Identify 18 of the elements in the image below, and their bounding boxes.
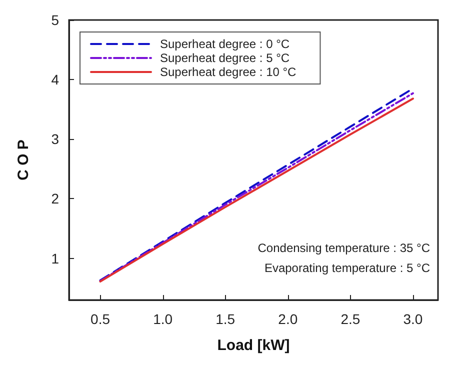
annotation: Condensing temperature : 35 °C (258, 241, 430, 255)
y-tick-label: 2 (51, 190, 60, 207)
x-tick-label: 1.5 (216, 311, 236, 327)
legend-label: Superheat degree : 0 °C (160, 37, 290, 51)
y-tick-label: 4 (51, 72, 60, 88)
x-axis-title: Load [kW] (217, 337, 290, 354)
y-tick-label: 3 (51, 131, 60, 148)
x-tick-label: 2.0 (278, 311, 298, 327)
legend-label: Superheat degree : 5 °C (160, 51, 290, 65)
legend-label: Superheat degree : 10 °C (160, 65, 297, 79)
annotation: Evaporating temperature : 5 °C (264, 261, 430, 275)
y-tick-label: 5 (51, 12, 60, 28)
x-tick-label: 3.0 (403, 311, 423, 327)
x-tick-label: 2.5 (340, 311, 360, 327)
y-axis-title: C O P (15, 140, 32, 180)
y-tick-label: 1 (51, 250, 60, 266)
x-tick-label: 0.5 (90, 311, 110, 327)
x-tick-label: 1.0 (153, 311, 173, 327)
